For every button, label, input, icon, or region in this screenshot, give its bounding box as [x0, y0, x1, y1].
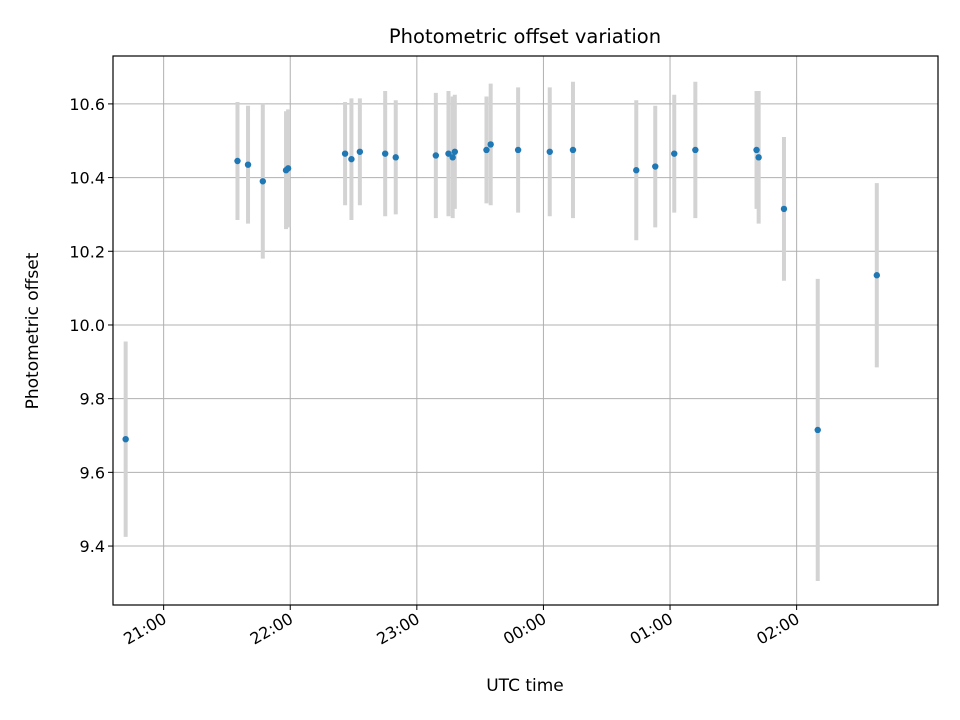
- chart-title: Photometric offset variation: [389, 25, 661, 48]
- data-point: [814, 426, 821, 434]
- data-point: [122, 435, 129, 443]
- data-point: [432, 152, 440, 159]
- x-tick-label: 23:00: [373, 609, 422, 649]
- data-point: [341, 150, 349, 157]
- data-points: [122, 141, 881, 443]
- data-point: [755, 154, 762, 161]
- data-point: [569, 146, 577, 154]
- x-axis-title: UTC time: [486, 676, 564, 696]
- data-point: [546, 148, 553, 155]
- data-point: [514, 146, 522, 154]
- data-point: [652, 163, 659, 170]
- data-point: [445, 150, 452, 157]
- y-tick-label: 10.4: [69, 169, 105, 188]
- data-point: [284, 165, 292, 172]
- data-point: [449, 154, 456, 161]
- data-point: [392, 154, 399, 161]
- data-point: [483, 146, 490, 154]
- y-tick-label: 10.0: [69, 316, 105, 335]
- x-tick-label: 01:00: [627, 609, 676, 649]
- data-point: [753, 146, 760, 154]
- data-point: [487, 141, 494, 148]
- y-tick-label: 10.2: [69, 242, 105, 261]
- y-tick-label: 9.8: [80, 390, 105, 409]
- x-tick-label: 00:00: [500, 609, 549, 649]
- x-tick-label: 22:00: [247, 609, 296, 649]
- data-point: [873, 272, 881, 279]
- x-axis-ticks: 21:00 22:00 23:00 00:00 01:00 02:00: [120, 605, 803, 649]
- data-point: [244, 161, 252, 168]
- data-point: [633, 167, 640, 174]
- data-point: [234, 157, 241, 165]
- data-point: [381, 150, 389, 157]
- data-point: [780, 205, 788, 213]
- data-point: [348, 155, 355, 163]
- data-point: [356, 148, 364, 155]
- plot-frame: [112, 55, 939, 606]
- x-tick-label: 21:00: [120, 609, 169, 649]
- data-point: [259, 178, 267, 185]
- grid-lines: [113, 56, 938, 605]
- y-axis-ticks: 9.4 9.6 9.8 10.0 10.2 10.4 10.6: [69, 95, 113, 556]
- data-point: [451, 148, 459, 155]
- y-tick-label: 9.4: [80, 537, 105, 556]
- y-tick-label: 9.6: [80, 463, 105, 482]
- data-point: [692, 146, 699, 154]
- x-tick-label: 02:00: [753, 609, 802, 649]
- y-axis-title: Photometric offset: [23, 252, 43, 409]
- data-point: [671, 150, 678, 157]
- y-tick-label: 10.6: [69, 95, 105, 114]
- error-bars: [123, 81, 879, 582]
